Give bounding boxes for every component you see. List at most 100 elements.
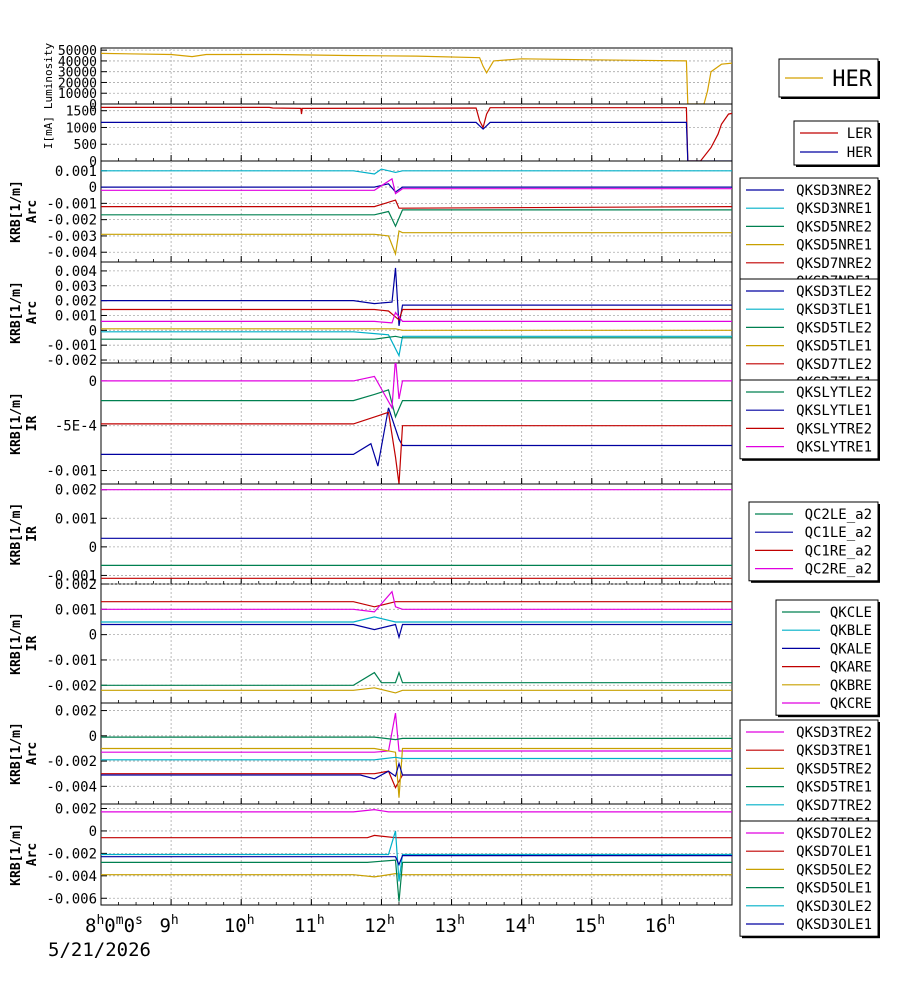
x-tick-label: 13h — [434, 913, 465, 937]
y-tick-label: 0 — [89, 374, 97, 390]
panel-8: 0.002 0 -0.002 -0.004 KRB[1/m] Arc QKSD3TRE2 QK… — [9, 702, 880, 838]
panel-frame — [100, 47, 733, 105]
legend-label-QKSD5OLE1: QKSD5OLE1 — [796, 881, 872, 897]
y-tick-label: -0.002 — [46, 754, 97, 770]
y-tick-label: -0.001 — [46, 196, 97, 212]
series-line-QKBLE — [101, 616, 732, 623]
series-line-QKCRE — [101, 590, 732, 613]
series-line-QKSD3TLE1 — [101, 331, 732, 358]
y-tick-label: -5E-4 — [55, 419, 97, 435]
legend-label-QKSD3OLE1: QKSD3OLE1 — [796, 917, 872, 933]
y-tick-label: -0.002 — [46, 678, 97, 694]
y-tick-label: 1000 — [66, 121, 97, 136]
y-tick-label: 0.003 — [55, 279, 97, 295]
y-tick-label: -0.003 — [46, 229, 97, 245]
x-tick-label: 11h — [294, 913, 325, 937]
series-line-QKCLE — [101, 670, 732, 686]
series-line-QKSD7NRE1 — [101, 177, 732, 195]
legend-label-QKSD7OLE1: QKSD7OLE1 — [796, 844, 872, 860]
legend-label-LER: LER — [847, 126, 873, 142]
y-axis-label: I[mA] — [42, 116, 55, 149]
series-line-QKALE — [101, 623, 732, 640]
series-line-QKSD5OLE1 — [101, 859, 732, 902]
series-line-QKSLYTLE2 — [101, 389, 732, 419]
panel-frame — [100, 483, 733, 585]
y-axis-label: KRB[1/m] — [9, 503, 24, 566]
y-tick-label: 0 — [89, 824, 97, 840]
y-tick-label: 20000 — [58, 76, 97, 91]
y-tick-label: 0 — [89, 729, 97, 745]
y-axis-label: KRB[1/m] — [9, 392, 24, 455]
legend-label-HER: HER — [847, 145, 873, 161]
y-tick-label: -0.004 — [46, 869, 97, 885]
y-tick-label: -0.001 — [46, 568, 97, 584]
legend-label-QKSD7OLE2: QKSD7OLE2 — [796, 826, 872, 842]
legend-label-QC1RE_a2: QC1RE_a2 — [805, 543, 872, 559]
y-tick-label: 0.002 — [55, 704, 97, 720]
series-line-QKSD7TRE1 — [101, 761, 732, 780]
y-tick-label: 0 — [89, 180, 97, 196]
series-line-QKSD3OLE1 — [101, 854, 732, 867]
legend-label-QKCRE: QKCRE — [830, 696, 872, 712]
y-tick-label: 0.002 — [55, 801, 97, 817]
y-tick-label: 0 — [89, 98, 97, 113]
panel-9: 0.002 0 -0.002 -0.004 -0.006 KRB[1/m] Arc QKSD7… — [9, 801, 880, 939]
panel-6: 0.002 0.001 0 -0.001 KRB[1/m] IR QC2LE_a2 QC1LE… — [9, 483, 880, 585]
series-line-QKSD7OLE1 — [101, 834, 732, 839]
series-line-QKSD7NRE2 — [101, 199, 732, 209]
legend-label-HER: HER — [832, 67, 872, 92]
y-axis-label: KRB[1/m] — [9, 281, 24, 344]
y-tick-label: 500 — [74, 138, 97, 153]
legend-label-QKSLYTRE2: QKSLYTRE2 — [796, 421, 872, 437]
series-line-QKSD3OLE2 — [101, 830, 732, 882]
y-tick-label: 0 — [89, 540, 97, 556]
y-axis-label: IR — [25, 636, 40, 652]
y-tick-label: -0.001 — [46, 653, 97, 669]
panel-frame — [100, 103, 733, 162]
series-line-QKSD7OLE2 — [101, 808, 732, 813]
legend-label-QKSLYTLE2: QKSLYTLE2 — [796, 385, 872, 401]
legend-label-QKSD3TLE2: QKSD3TLE2 — [796, 284, 872, 300]
x-tick-label: 14h — [504, 913, 535, 937]
x-axis: 8h0m0s 9h 10h 11h 12h 13h 14h 15h 16h 5/21/2026 — [48, 913, 675, 961]
legend-label-QKSD5TRE1: QKSD5TRE1 — [796, 780, 872, 796]
series-line-QKSLYTRE2 — [101, 411, 732, 484]
y-tick-label: 0.002 — [55, 294, 97, 310]
series-line-QKSD3TLE2 — [101, 267, 732, 326]
legend-label-QKSD3TRE2: QKSD3TRE2 — [796, 725, 872, 741]
panel-frame — [100, 702, 733, 805]
y-tick-label: -0.002 — [46, 353, 97, 369]
x-tick-label: 8h0m0s — [85, 913, 143, 937]
legend-label-QKSD5NRE1: QKSD5NRE1 — [796, 238, 872, 254]
legend-label-QKSD5NRE2: QKSD5NRE2 — [796, 219, 872, 235]
y-tick-label: 1500 — [66, 105, 97, 120]
series-line-QKSD3NRE1 — [101, 168, 732, 175]
legend-label-QC2RE_a2: QC2RE_a2 — [805, 562, 872, 578]
legend-label-QKSD5OLE2: QKSD5OLE2 — [796, 862, 872, 878]
panel-4: 0.0040.0030.0020.0010-0.001-0.002KRB[1/m… — [9, 261, 880, 397]
legend-label-QKSD3NRE1: QKSD3NRE1 — [796, 201, 872, 217]
y-tick-label: 0 — [89, 628, 97, 644]
y-tick-label: 0.001 — [55, 511, 97, 527]
legend-label-QKSD7TRE2: QKSD7TRE2 — [796, 798, 872, 814]
series-line-HER — [101, 121, 732, 161]
series-line-QKSD7TRE2 — [101, 756, 732, 761]
series-line-HER — [101, 52, 732, 104]
x-tick-label: 16h — [645, 913, 676, 937]
x-tick-label: 9h — [159, 913, 178, 937]
y-axis-label: Arc — [25, 742, 40, 765]
x-tick-label: 15h — [574, 913, 605, 937]
y-tick-label: -0.002 — [46, 213, 97, 229]
y-axis-label: Luminosity — [42, 43, 55, 110]
legend-label-QKSD3NRE2: QKSD3NRE2 — [796, 183, 872, 199]
legend-label-QC1LE_a2: QC1LE_a2 — [805, 525, 872, 541]
y-tick-label: 10000 — [58, 87, 97, 102]
legend-label-QKSLYTRE1: QKSLYTRE1 — [796, 440, 872, 456]
y-tick-label: -0.004 — [46, 779, 97, 795]
y-tick-label: 40000 — [58, 55, 97, 70]
x-tick-label: 12h — [364, 913, 395, 937]
legend-label-QKBLE: QKBLE — [830, 623, 872, 639]
